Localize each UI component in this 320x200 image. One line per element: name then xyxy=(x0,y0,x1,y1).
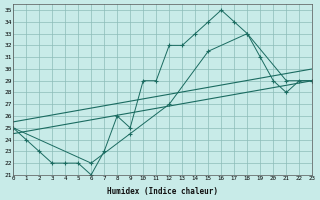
X-axis label: Humidex (Indice chaleur): Humidex (Indice chaleur) xyxy=(107,187,218,196)
